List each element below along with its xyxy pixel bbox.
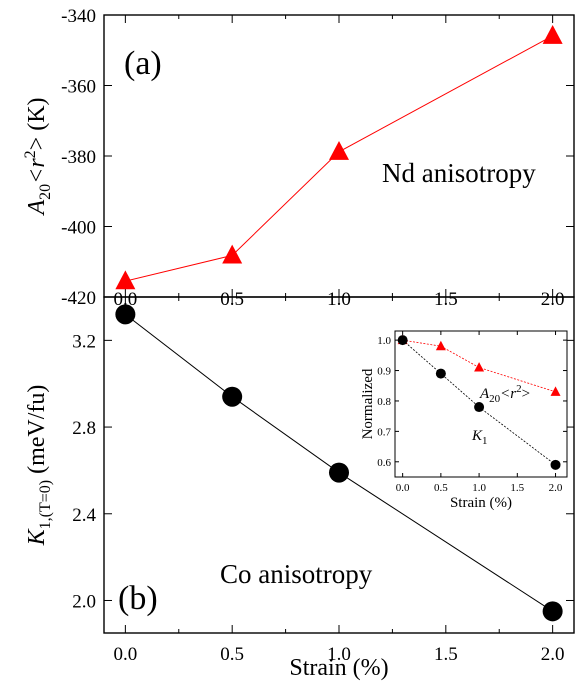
x-tick-label: 1.5 [510,482,524,494]
data-point-circle [474,402,485,413]
x-tick-label: 1.0 [327,644,351,665]
data-point-circle [542,601,563,622]
data-point-triangle [550,386,561,396]
panel-a: 0.0 0.5 1.0 1.5 2.0-340-360-380-400-420 (a) … [22,6,575,310]
inset-a20-sup: 2 [516,383,522,395]
series-line [125,313,553,612]
inset-a20-sub: 20 [489,393,501,405]
inset-label-k1: K1 [471,428,488,447]
y-tick-label: -340 [61,6,96,27]
y-tick-label: 2.4 [72,505,96,526]
inset-k1-K: K [471,428,483,444]
y-tick-label: -420 [61,288,96,309]
x-tick-label: 0.0 [396,482,410,494]
panel-b-series [115,304,563,622]
series-line [125,35,553,282]
b-ylabel-sub: 1,(T=0) [37,480,54,529]
y-tick-label: -380 [61,147,96,168]
data-point-circle [435,368,446,379]
y-tick-label: 0.9 [377,366,391,378]
y-tick-label: 3.2 [72,331,96,352]
panel-a-annotation: Nd anisotropy [382,158,536,188]
data-point-triangle [329,140,349,160]
a-ylabel-mid: <r [24,158,50,184]
a-ylabel-sub: 20 [37,184,54,200]
inset-chart: 0.0 0.5 1.0 1.5 2.0 1.0 0.9 0.8 0.7 0.6 Normalize… [360,330,568,511]
inset-a20-A: A [479,386,490,402]
x-tick-label: 2.0 [549,482,563,494]
data-point-triangle [435,340,446,351]
a-ylabel-A: A [24,200,50,217]
data-point-circle [329,462,349,483]
y-tick-label: 0.6 [377,457,391,469]
b-ylabel-suffix: (meV/fu) [24,385,50,474]
inset-a20-mid: <r [500,386,516,402]
panel-a-series [115,24,563,290]
x-tick-label: 0.5 [220,644,244,665]
x-tick-label: 0.5 [434,482,448,494]
series-line [402,339,556,466]
inset-xlabel: Strain (%) [450,495,512,511]
inset-label-a20: A20<r2> [479,383,530,405]
inset-k1-sub: 1 [482,435,488,447]
b-ylabel-K: K [24,527,50,546]
x-tick-label: 0.0 [113,644,137,665]
data-point-circle [222,386,243,407]
inset-ylabel: Normalized [360,368,376,439]
y-tick-label: 2.8 [72,418,96,439]
data-point-triangle [474,362,485,372]
x-tick-label: 1.0 [472,482,486,494]
panel-a-label: (a) [124,45,162,82]
panel-b-ticks: 0.0 0.5 1.0 1.5 2.0 3.2 2.8 2.4 2.0 [72,297,574,665]
y-tick-label: -360 [61,77,96,98]
inset-ticks: 0.0 0.5 1.0 1.5 2.0 1.0 0.9 0.8 0.7 0.6 [377,331,567,494]
data-point-circle [115,304,136,325]
y-tick-label: 0.8 [377,396,391,408]
data-point-circle [550,459,561,470]
panel-b-label: (b) [118,580,158,617]
data-point-circle [397,335,408,346]
y-tick-label: 1.0 [377,335,391,347]
a-ylabel-suffix: > (K) [24,97,50,150]
x-axis-title: Strain (%) [289,655,388,681]
y-tick-label: 2.0 [72,591,96,612]
x-tick-label: 1.5 [434,644,458,665]
data-point-triangle [542,24,563,44]
y-tick-label: -400 [61,218,96,239]
panel-b: 0.0 0.5 1.0 1.5 2.0 3.2 2.8 2.4 2.0 (b) Co aniso… [24,296,575,681]
panel-b-annotation: Co anisotropy [220,559,373,589]
data-point-triangle [115,270,136,290]
inset-series [397,334,561,470]
y-tick-label: 0.7 [377,426,391,438]
panel-a-ticks: 0.0 0.5 1.0 1.5 2.0-340-360-380-400-420 [61,6,574,310]
x-tick-label: 2.0 [541,644,565,665]
series-line [402,339,556,393]
inset-a20-suffix: > [522,386,530,402]
a-ylabel-sup: 2 [22,150,39,158]
panel-b-ylabel: K1,(T=0) (meV/fu) [24,385,54,547]
panel-a-ylabel: A20<r2> (K) [22,97,54,216]
data-point-triangle [222,244,243,264]
